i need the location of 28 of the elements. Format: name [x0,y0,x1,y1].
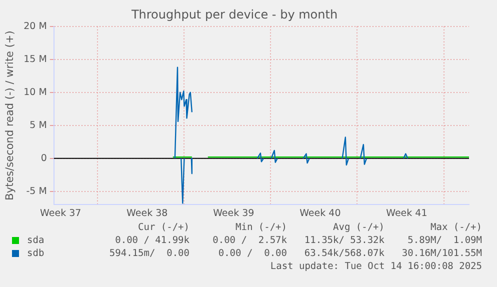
text: Avg (-/+) [332,222,384,233]
text: Cur (-/+) [137,222,190,233]
text: 0.00 / 41.99k [114,235,190,246]
text: 0.00 / 2.57k [212,235,287,246]
text: 11.35k/ 53.32k [303,235,384,246]
y-axis-title: Bytes/second read (-) / write (+) [4,30,16,200]
x-tick-label: Week 40 [300,208,341,219]
text: 0.00 / 0.00 [217,248,287,259]
y-tick-label: 5 M [30,120,47,131]
text: Max (-/+) [430,222,482,233]
legend-label: sda [27,235,44,246]
y-tick-label: 20 M [24,20,47,32]
y-tick-label: 0 [40,152,47,164]
text: 30.16M/101.55M [400,248,482,259]
text: 5.89M/ 1.09M [406,235,482,246]
y-tick-label: 15 M [24,54,47,65]
text: 594.15m/ 0.00 [108,248,190,259]
text: Last update: Tue Oct 14 16:00:08 2025 [269,261,482,272]
x-tick-label: Week 38 [126,208,168,219]
legend-label: sdb [27,248,44,259]
text: Min (-/+) [234,222,287,233]
x-tick-label: Week 39 [213,208,254,219]
chart-title: Throughput per device - by month [130,7,338,22]
x-tick-label: Week 37 [40,208,82,219]
x-tick-label: Week 41 [386,208,428,219]
text: 63.54k/568.07k [303,248,384,259]
y-tick-label: 10 M [24,86,47,98]
y-tick-label: -5 M [26,186,47,197]
